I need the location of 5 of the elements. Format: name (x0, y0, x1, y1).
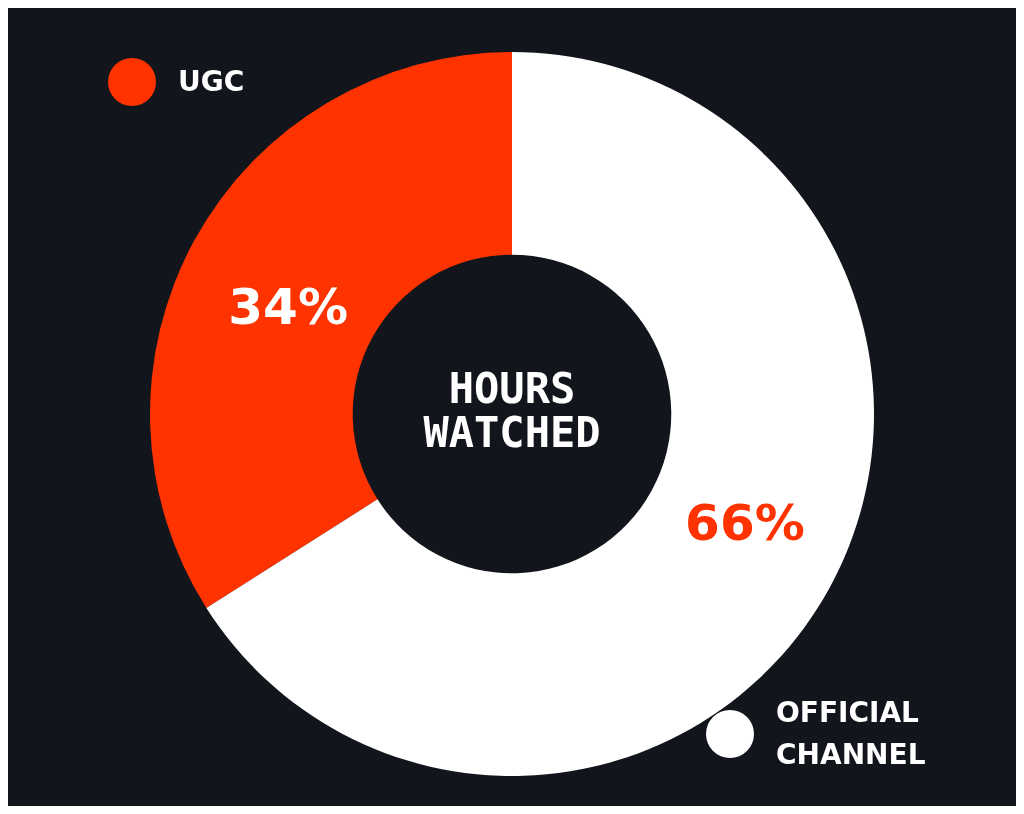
text: HOURS WATCHED (423, 363, 601, 457)
data-label: 66% (685, 493, 805, 552)
legend-label: UGC (178, 64, 245, 100)
legend-label: OFFICIAL CHANNEL (776, 695, 927, 773)
data-label: 34% (228, 278, 349, 337)
